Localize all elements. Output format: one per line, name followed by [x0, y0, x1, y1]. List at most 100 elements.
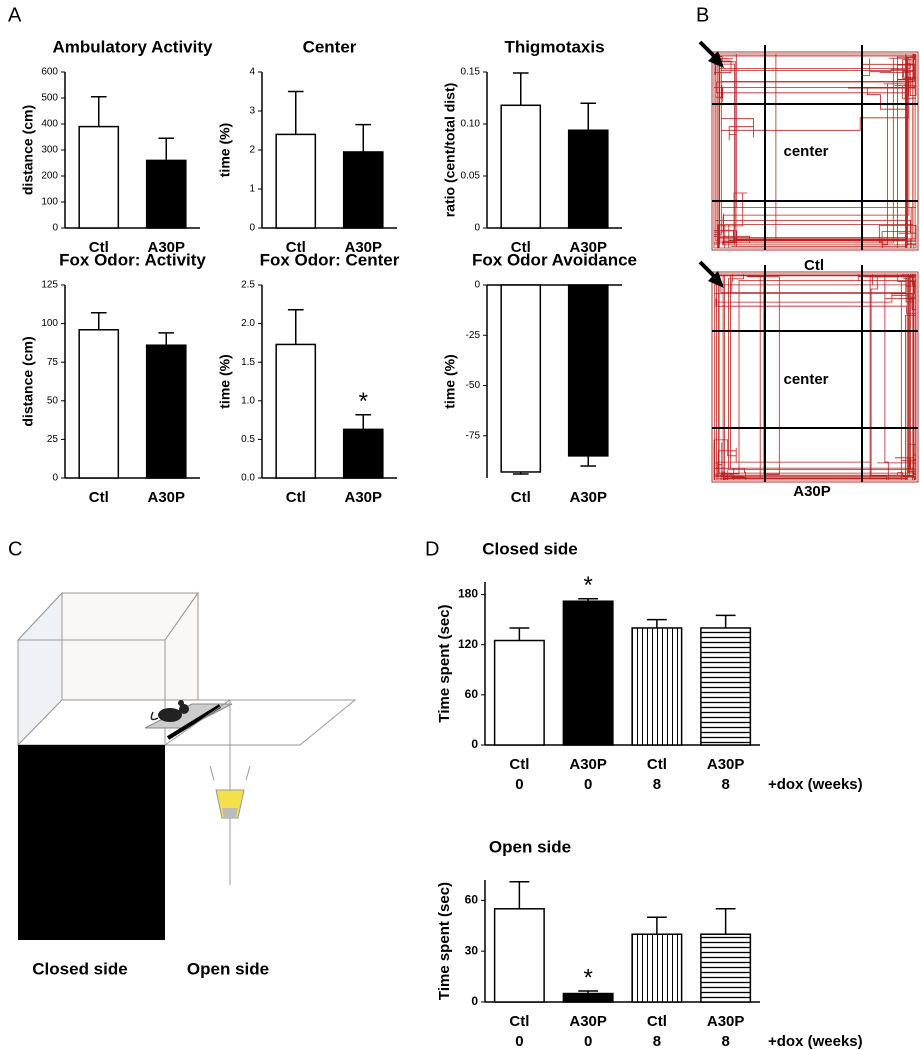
- bar: [700, 933, 752, 1003]
- panel-label: D: [425, 538, 439, 560]
- x-sublabel: 8: [653, 776, 661, 793]
- bar: [275, 133, 317, 229]
- y-tick-label: 2.0: [241, 318, 255, 329]
- y-tick-label: 100: [41, 318, 58, 329]
- x-tick-label: A30P: [569, 1013, 607, 1030]
- significance-marker: *: [359, 388, 368, 415]
- x-sublabel: 8: [653, 1033, 661, 1050]
- x-tick-label: A30P: [344, 239, 382, 256]
- x-sublabel: 0: [515, 1033, 523, 1050]
- track-grid: [712, 45, 918, 482]
- x-sublabel-title: +dox (weeks): [768, 776, 863, 793]
- maze-diagram: [16, 591, 357, 940]
- bar: [631, 933, 683, 1003]
- y-tick-label: 600: [41, 67, 58, 78]
- x-tick-label: Ctl: [286, 239, 306, 256]
- y-tick-label: 60: [465, 687, 479, 701]
- y-tick-label: 3: [249, 106, 255, 117]
- zone-label: center: [783, 371, 828, 388]
- track-label: Ctl: [804, 257, 824, 274]
- chart-title: Fox Odor: Activity: [59, 250, 206, 269]
- panel-label: B: [696, 4, 709, 26]
- chart-title: Fox Odor Avoidance: [472, 250, 637, 269]
- y-tick-label: 125: [41, 280, 58, 291]
- y-axis-label: Time spent (sec): [436, 604, 453, 722]
- significance-marker: *: [583, 964, 592, 991]
- bar: [493, 908, 545, 1003]
- track-plot: [711, 271, 919, 483]
- x-tick-label: A30P: [569, 756, 607, 773]
- bar: [78, 125, 120, 229]
- bar: [342, 428, 384, 479]
- bar: [493, 639, 545, 746]
- y-tick-label: 500: [41, 93, 58, 104]
- y-tick-label: 4: [249, 67, 255, 78]
- y-tick-label: 50: [47, 395, 59, 406]
- bar: [145, 159, 187, 229]
- chart-title: Closed side: [482, 539, 577, 558]
- bar: [500, 104, 542, 229]
- y-tick-label: 0.15: [461, 67, 481, 78]
- x-tick-label: A30P: [707, 1013, 745, 1030]
- x-tick-label: Ctl: [89, 239, 109, 256]
- x-tick-label: Ctl: [647, 756, 667, 773]
- x-tick-label: Ctl: [89, 489, 109, 506]
- y-tick-label: 0: [471, 994, 478, 1008]
- x-tick-label: A30P: [344, 489, 382, 506]
- panel-label: C: [8, 538, 22, 560]
- chart-title: Center: [303, 37, 357, 56]
- chart-title: Thigmotaxis: [504, 37, 604, 56]
- x-sublabel: 8: [721, 1033, 729, 1050]
- bar: [700, 627, 752, 746]
- zone-label: center: [783, 143, 828, 160]
- y-tick-label: 2: [249, 145, 255, 156]
- arrow: [698, 40, 724, 288]
- x-tick-label: Ctl: [511, 489, 531, 506]
- bar: [567, 284, 609, 457]
- track-plot: [711, 51, 919, 251]
- chart-title: Open side: [489, 837, 571, 856]
- y-tick-label: -50: [466, 380, 481, 391]
- y-tick-label: 0: [474, 280, 480, 291]
- bar: [631, 627, 683, 746]
- y-axis-label: distance (cm): [20, 105, 36, 195]
- y-tick-label: 0: [249, 223, 255, 234]
- panel-label: A: [8, 4, 22, 26]
- y-axis-label: time (%): [217, 354, 233, 408]
- diagram-label: Closed side: [32, 959, 127, 978]
- y-tick-label: 0: [474, 223, 480, 234]
- y-tick-label: 300: [41, 145, 58, 156]
- y-axis-label: Time spent (sec): [436, 882, 453, 1000]
- bar: [562, 992, 614, 1003]
- x-tick-label: A30P: [147, 489, 185, 506]
- x-sublabel: 8: [721, 776, 729, 793]
- track-label: A30P: [793, 483, 831, 500]
- bar: [500, 284, 542, 473]
- y-tick-label: 0: [52, 223, 58, 234]
- x-tick-label: A30P: [569, 239, 607, 256]
- x-tick-label: Ctl: [509, 756, 529, 773]
- y-tick-label: 1.5: [241, 357, 255, 368]
- bar: [342, 151, 384, 229]
- x-tick-label: Ctl: [286, 489, 306, 506]
- y-tick-label: 30: [465, 943, 479, 957]
- y-axis-label: time (%): [442, 354, 458, 408]
- y-tick-label: 120: [458, 637, 478, 651]
- x-sublabel: 0: [515, 776, 523, 793]
- significance-marker: *: [583, 572, 592, 599]
- y-tick-label: 400: [41, 119, 58, 130]
- y-tick-label: 0.10: [461, 119, 481, 130]
- y-axis-label: ratio (cent/total dist): [442, 83, 458, 218]
- y-tick-label: 0.05: [461, 171, 481, 182]
- chart-title: Fox Odor: Center: [260, 250, 400, 269]
- y-tick-label: -75: [466, 430, 481, 441]
- bar: [275, 343, 317, 479]
- diagram-label: Open side: [187, 959, 269, 978]
- y-tick-label: 1.0: [241, 395, 255, 406]
- y-tick-label: 100: [41, 197, 58, 208]
- x-sublabel: 0: [584, 1033, 592, 1050]
- y-tick-label: 0.0: [241, 473, 255, 484]
- bar: [567, 129, 609, 229]
- track-path: [713, 273, 917, 481]
